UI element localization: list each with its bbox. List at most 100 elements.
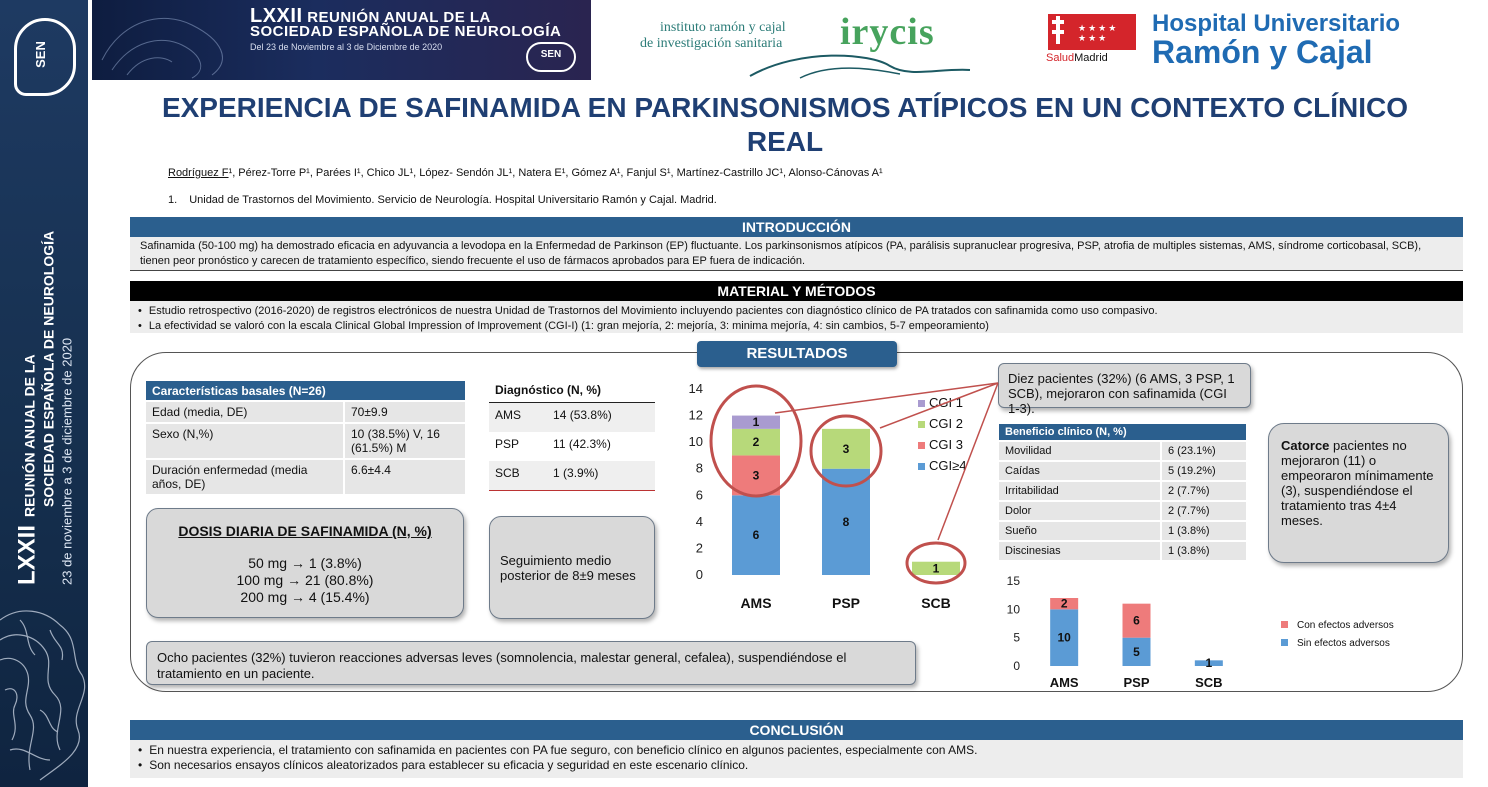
data-label: 1 <box>933 561 940 575</box>
introduction-heading: INTRODUCCIÓN <box>130 217 1463 237</box>
bar-segment <box>1050 609 1079 666</box>
author-list: Rodríguez F¹, Pérez-Torre P¹, Parées I¹,… <box>168 167 883 179</box>
methods-bullet: Estudio retrospectivo (2016-2020) de reg… <box>140 304 1453 319</box>
methods-bullet: La efectividad se valoró con la escala C… <box>140 319 1453 334</box>
methods-heading: MATERIAL Y MÉTODOS <box>130 281 1463 301</box>
bar-segment <box>1194 660 1223 666</box>
dose-line: 200 mg → 4 (15.4%) <box>240 589 370 605</box>
no-improvement-box: Catorce pacientes no mejoraron (11) o em… <box>1268 423 1449 563</box>
table-row: Edad (media, DE) 70±9.9 <box>146 400 465 423</box>
congress-banner: LXXII REUNIÓN ANUAL DE LA SOCIEDAD ESPAÑ… <box>92 0 591 80</box>
irycis-swirl <box>749 54 971 79</box>
table-row: AMS 14 (53.8%) <box>489 402 655 432</box>
madrid-flag: ★★★★ ★★★ <box>1048 14 1136 50</box>
bar-segment <box>912 561 960 575</box>
legend-label: CGI 1 <box>929 395 963 410</box>
conclusion-bullet: En nuestra experiencia, el tratamiento c… <box>140 743 1453 758</box>
results-heading: RESULTADOS <box>697 341 897 367</box>
baseline-table: Características basales (N=26) Edad (med… <box>146 381 465 494</box>
table-row: Sexo (N,%) 10 (38.5%) V, 16 (61.5%) M <box>146 422 465 459</box>
y-tick-label: 8 <box>696 461 703 476</box>
legend-swatch <box>918 463 925 470</box>
data-label: 1 <box>1205 656 1212 670</box>
banner-line1: REUNIÓN ANUAL DE LA <box>307 9 491 26</box>
y-tick-label: 15 <box>1007 574 1021 588</box>
table-row: SCB 1 (3.9%) <box>489 461 655 491</box>
dose-title: DOSIS DIARIA DE SAFINAMIDA (N, %) <box>178 523 432 539</box>
bar-segment <box>732 415 780 429</box>
hospital-logo: ★★★★ ★★★ SaludMadrid Hospital Universitar… <box>1046 10 1456 70</box>
sidebar: SEN LXXII REUNIÓN ANUAL DE LA SOCIEDAD ES… <box>0 0 88 787</box>
legend-label: CGI 3 <box>929 437 963 452</box>
y-tick-label: 10 <box>689 434 703 449</box>
y-tick-label: 5 <box>1013 631 1020 645</box>
cgi-stacked-bar-chart: 0 2 4 6 8 10 12 14 6 3 2 1 AMS 8 3 PSP 1 SCB CGI 1 CGI 2 CGI… <box>689 381 967 611</box>
banner-number: LXXII <box>250 5 303 27</box>
legend-swatch <box>918 421 925 428</box>
diagnosis-table: Diagnóstico (N, %) AMS 14 (53.8%) PSP 11 (… <box>489 378 655 491</box>
table-row: Discinesias 1 (3.8%) <box>999 540 1246 560</box>
category-label: SCB <box>1195 675 1222 690</box>
dose-line: 100 mg → 21 (80.8%) <box>236 572 374 588</box>
conclusion-bullet: Son necesarios ensayos clínicos aleatori… <box>140 758 1453 773</box>
irycis-line2: de investigación sanitaria <box>640 36 783 51</box>
irycis-logo: instituto ramón y cajal de investigación… <box>640 8 990 80</box>
y-tick-label: 0 <box>1013 659 1020 673</box>
banner-sen-logo: SEN <box>526 42 576 72</box>
data-label: 6 <box>753 528 760 542</box>
adverse-reactions-box: Ocho pacientes (32%) tuvieron reacciones… <box>146 641 916 685</box>
sen-logo: SEN <box>14 18 76 96</box>
category-label: PSP <box>1123 675 1149 690</box>
table-row: Caídas 5 (19.2%) <box>999 460 1246 481</box>
banner-title: LXXII REUNIÓN ANUAL DE LA SOCIEDAD ESPAÑ… <box>250 6 562 40</box>
brain-illustration <box>0 610 86 781</box>
y-tick-label: 12 <box>689 408 703 423</box>
conclusion-heading: CONCLUSIÓN <box>130 720 1463 740</box>
data-label: 10 <box>1057 631 1071 645</box>
y-tick-label: 10 <box>1007 602 1021 616</box>
sidebar-vertical-text: LXXII REUNIÓN ANUAL DE LA SOCIEDAD ESPAÑO… <box>14 205 75 585</box>
sidebar-line2: SOCIEDAD ESPAÑOLA DE NEUROLOGÍA <box>40 230 57 507</box>
category-label: SCB <box>921 595 951 611</box>
legend-swatch <box>918 442 925 449</box>
bar-segment <box>732 455 780 496</box>
y-tick-label: 0 <box>696 567 703 582</box>
hospital-name-line1: Hospital Universitario <box>1152 10 1401 37</box>
introduction-text: Safinamida (50-100 mg) ha demostrado efi… <box>130 237 1463 271</box>
first-author: Rodríguez F <box>168 167 229 179</box>
dose-line: 50 mg → 1 (3.8%) <box>248 555 362 571</box>
hospital-name-line2: Ramón y Cajal <box>1152 34 1373 70</box>
data-label: 6 <box>1133 614 1140 628</box>
banner-brain-graphic <box>101 17 223 79</box>
data-label: 2 <box>1061 597 1068 611</box>
table-row: Duración enfermedad (media años, DE) 6.6±… <box>146 458 465 494</box>
bar-segment <box>1050 598 1079 610</box>
conclusion-text: En nuestra experiencia, el tratamiento c… <box>130 740 1463 778</box>
sen-logo-text: SEN <box>32 41 48 68</box>
legend-swatch <box>918 400 925 407</box>
data-label: 2 <box>753 435 760 449</box>
legend-label: CGI 2 <box>929 416 963 431</box>
banner-line2: SOCIEDAD ESPAÑOLA DE NEUROLOGÍA <box>250 23 562 40</box>
sidebar-congress-number: LXXII <box>13 524 41 585</box>
y-tick-label: 14 <box>689 381 703 396</box>
dose-box: DOSIS DIARIA DE SAFINAMIDA (N, %) 50 mg … <box>146 508 464 618</box>
bar-segment <box>732 495 780 575</box>
category-label: PSP <box>832 595 860 611</box>
highlight-circle <box>905 541 967 585</box>
methods-text: Estudio retrospectivo (2016-2020) de reg… <box>130 301 1463 333</box>
category-label: AMS <box>740 595 771 611</box>
y-tick-label: 4 <box>696 514 703 529</box>
affiliation: 1. Unidad de Trastornos del Movimiento. S… <box>168 194 717 206</box>
sidebar-line1: REUNIÓN ANUAL DE LA <box>21 354 38 517</box>
improvement-callout: Diez pacientes (32%) (6 AMS, 3 PSP, 1 SC… <box>998 363 1251 416</box>
benefit-table: Beneficio clínico (N, %) Movilidad 6 (23.… <box>999 424 1246 560</box>
bar-segment <box>1122 603 1151 638</box>
data-label: 5 <box>1133 645 1140 659</box>
table-row: PSP 11 (42.3%) <box>495 437 611 451</box>
sidebar-date: 23 de noviembre a 3 de diciembre de 2020 <box>59 337 75 585</box>
salud-madrid-label: SaludMadrid <box>1046 52 1108 64</box>
irycis-word: irycis <box>840 11 935 53</box>
table-row: Movilidad 6 (23.1%) <box>999 440 1246 461</box>
